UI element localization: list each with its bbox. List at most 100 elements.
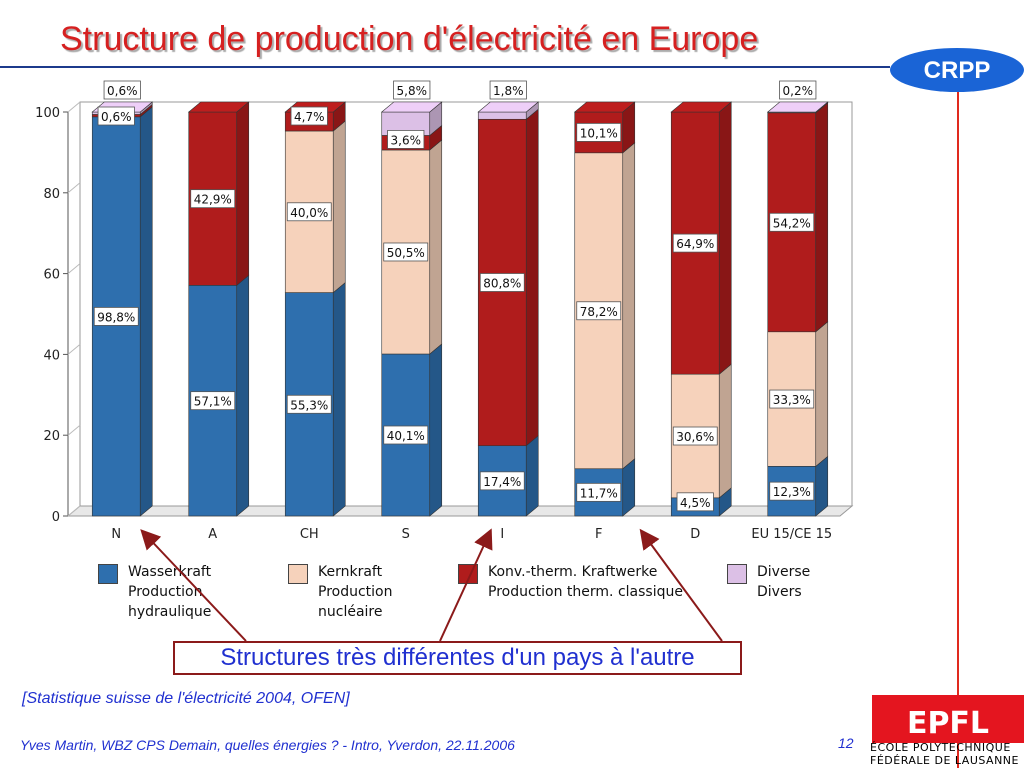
data-label: 0,6% <box>107 84 138 98</box>
epfl-logo-text: EPFL <box>907 706 989 741</box>
data-label: 0,2% <box>783 84 814 98</box>
data-label: 40,1% <box>387 429 425 443</box>
bar-top-face <box>187 101 250 113</box>
data-label-box <box>769 481 815 501</box>
page-number: 12 <box>838 735 854 751</box>
x-tick-label: I <box>500 527 504 542</box>
data-label-box <box>97 106 135 126</box>
data-label: 17,4% <box>483 475 521 489</box>
data-label: 40,0% <box>290 206 328 220</box>
data-label: 1,8% <box>493 84 524 98</box>
footer-text: Yves Martin, WBZ CPS Demain, quelles éne… <box>20 737 515 753</box>
title-underline <box>0 66 890 68</box>
data-label: 57,1% <box>194 395 232 409</box>
arrow-to-n <box>140 529 247 642</box>
legend-label-hydro: Production <box>128 584 203 600</box>
data-label-box <box>779 80 817 100</box>
arrow-to-i <box>439 528 493 642</box>
legend-label-nuclear: Production <box>318 584 393 600</box>
data-label-box <box>103 80 141 100</box>
data-label-box <box>479 471 525 491</box>
x-tick-label: CH <box>300 527 319 542</box>
x-tick-label: EU 15/CE 15 <box>751 527 832 542</box>
legend-label-thermal: Production therm. classique <box>488 584 683 600</box>
legend-label-diverse: Divers <box>757 584 802 600</box>
data-label-box <box>676 492 714 512</box>
crpp-logo: CRPP <box>890 48 1024 92</box>
data-label: 98,8% <box>97 310 135 324</box>
data-label: 3,6% <box>391 133 422 147</box>
epfl-name-line1: ÉCOLE POLYTECHNIQUE <box>870 741 1011 754</box>
data-label: 54,2% <box>773 216 811 230</box>
data-label: 5,8% <box>397 84 428 98</box>
bar-top-face <box>573 101 636 113</box>
bar-top-face <box>670 101 733 113</box>
epfl-name-line2: FÉDÉRALE DE LAUSANNE <box>870 754 1019 767</box>
data-label-box <box>290 106 328 126</box>
source-citation: [Statistique suisse de l'électricité 200… <box>22 690 350 707</box>
y-tick-label: 60 <box>43 268 60 283</box>
data-label-box <box>672 233 718 253</box>
data-label-box <box>769 212 815 232</box>
data-label-box <box>576 301 622 321</box>
x-tick-label: N <box>111 527 121 542</box>
legend-label-nuclear: Kernkraft <box>318 564 383 580</box>
y-tick-depth <box>67 424 81 436</box>
y-tick-depth <box>67 505 81 517</box>
data-label: 0,6% <box>101 110 132 124</box>
y-tick-label: 80 <box>43 187 60 202</box>
data-label: 33,3% <box>773 393 811 407</box>
data-label: 42,9% <box>194 193 232 207</box>
data-label: 4,7% <box>294 110 325 124</box>
data-label-box <box>286 202 332 222</box>
data-label: 30,6% <box>676 430 714 444</box>
legend-label-thermal: Konv.-therm. Kraftwerke <box>488 564 658 580</box>
x-tick-label: F <box>595 527 602 542</box>
legend-label-hydro: hydraulique <box>128 604 212 620</box>
data-label: 78,2% <box>580 305 618 319</box>
legend-swatch-diverse <box>727 564 747 584</box>
x-tick-label: A <box>208 527 217 542</box>
y-tick-depth <box>67 182 81 194</box>
y-tick-label: 40 <box>43 348 60 363</box>
data-label: 11,7% <box>580 486 618 500</box>
legend-label-nuclear: nucléaire <box>318 604 383 620</box>
legend-swatch-nuclear <box>288 564 308 584</box>
right-vertical-rule <box>957 84 959 768</box>
slide-title: Structure de production d'électricité en… <box>60 20 759 58</box>
x-tick-label: D <box>690 527 700 542</box>
y-tick-label: 20 <box>43 429 60 444</box>
legend-swatch-hydro <box>98 564 118 584</box>
data-label: 80,8% <box>483 276 521 290</box>
stacked-bar-chart: 0 20 40 60 80 100 N 98,8% 0,6% 0,6% A 57,1% 42,9% CH 5… <box>35 80 854 542</box>
bar-top-face <box>477 101 540 113</box>
y-tick-depth <box>67 263 81 274</box>
data-label-box <box>387 130 425 149</box>
data-label-box <box>383 425 429 445</box>
data-label-box <box>93 307 139 326</box>
bar-top-face <box>380 101 443 113</box>
y-tick-label: 100 <box>35 106 60 121</box>
arrow-to-f <box>639 528 723 642</box>
data-label-box <box>576 482 622 502</box>
bar-top-face <box>766 101 829 113</box>
data-label-box <box>479 273 525 292</box>
data-label-box <box>576 123 622 142</box>
epfl-logo: EPFL <box>872 695 1024 743</box>
y-tick-depth <box>67 101 81 113</box>
y-tick-depth <box>67 344 81 355</box>
data-label: 55,3% <box>290 398 328 412</box>
data-label-box <box>190 189 236 209</box>
data-label-box <box>286 394 332 414</box>
data-label: 10,1% <box>580 126 618 140</box>
data-label-box <box>383 242 429 262</box>
data-label-box <box>672 426 718 446</box>
x-tick-label: S <box>402 527 410 542</box>
data-label: 4,5% <box>680 496 711 510</box>
legend-label-hydro: Wasserkraft <box>128 564 212 580</box>
data-label-box <box>489 80 527 100</box>
data-label: 64,9% <box>676 237 714 251</box>
y-tick-label: 0 <box>52 510 60 525</box>
crpp-logo-text: CRPP <box>924 57 991 84</box>
